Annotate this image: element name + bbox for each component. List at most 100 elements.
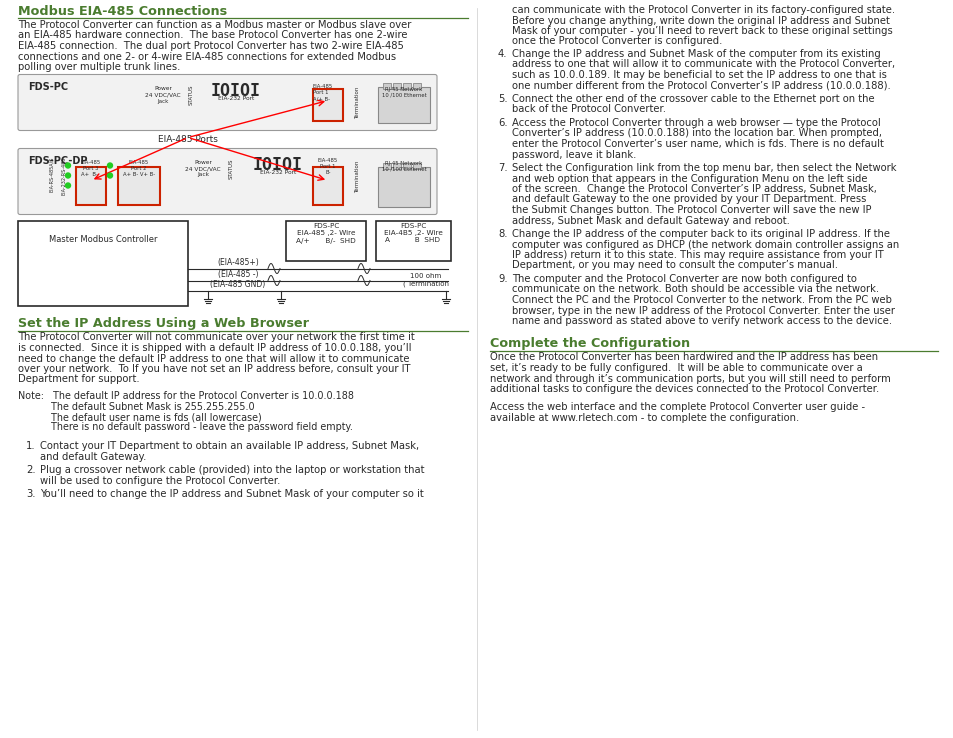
Text: EIA-232 Port: EIA-232 Port	[217, 95, 253, 100]
Text: The Protocol Converter will not communicate over your network the first time it: The Protocol Converter will not communic…	[18, 333, 415, 342]
Text: and default Gateway to the one provided by your IT Department. Press: and default Gateway to the one provided …	[512, 195, 865, 204]
Text: over your network.  To If you have not set an IP address before, consult your IT: over your network. To If you have not se…	[18, 364, 410, 374]
Text: Department for support.: Department for support.	[18, 374, 139, 384]
Text: Modbus EIA-485 Connections: Modbus EIA-485 Connections	[18, 5, 227, 18]
Text: back of the Protocol Converter.: back of the Protocol Converter.	[512, 105, 665, 114]
Text: additional tasks to configure the devices connected to the Protocol Converter.: additional tasks to configure the device…	[490, 384, 879, 394]
Text: Set the IP Address Using a Web Browser: Set the IP Address Using a Web Browser	[18, 317, 309, 331]
Text: Change the IP address of the computer back to its original IP address. If the: Change the IP address of the computer ba…	[512, 229, 889, 239]
Text: one number different from the Protocol Converter’s IP address (10.0.0.188).: one number different from the Protocol C…	[512, 80, 890, 91]
Text: 2.: 2.	[26, 465, 35, 475]
Text: FDS-PC-DP: FDS-PC-DP	[28, 156, 88, 167]
Circle shape	[66, 163, 71, 168]
Text: can communicate with the Protocol Converter in its factory-configured state.: can communicate with the Protocol Conver…	[512, 5, 894, 15]
Text: FDS-PC
EIA-4B5 ,2- Wire
A           B  SHD: FDS-PC EIA-4B5 ,2- Wire A B SHD	[383, 224, 442, 244]
Bar	[413, 83, 420, 89]
Text: Power
24 VDC/VAC
Jack: Power 24 VDC/VAC Jack	[185, 160, 220, 177]
Text: IOIOI: IOIOI	[211, 83, 261, 100]
Text: Connect the other end of the crossover cable to the Ethernet port on the: Connect the other end of the crossover c…	[512, 94, 874, 104]
Text: RJ-45 Network
10 /100 Ethernet: RJ-45 Network 10 /100 Ethernet	[381, 160, 426, 171]
Text: Connect the PC and the Protocol Converter to the network. From the PC web: Connect the PC and the Protocol Converte…	[512, 295, 891, 305]
Text: FDS-PC
EIA-485 ,2- Wire
A/+       B/-  SHD: FDS-PC EIA-485 ,2- Wire A/+ B/- SHD	[295, 224, 355, 244]
Text: EIA-485
Port 1
B-: EIA-485 Port 1 B-	[317, 159, 337, 175]
Text: EIA-232 Port: EIA-232 Port	[259, 170, 295, 174]
Text: STATUS: STATUS	[229, 159, 233, 179]
Text: EIA-485
Port 2
A+ B- V+ B-: EIA-485 Port 2 A+ B- V+ B-	[123, 160, 155, 177]
Text: (EIA-485+): (EIA-485+)	[217, 258, 258, 267]
Text: Note:   The default IP address for the Protocol Converter is 10.0.0.188: Note: The default IP address for the Pro…	[18, 391, 354, 401]
Text: address to one that will allow it to communicate with the Protocol Converter,: address to one that will allow it to com…	[512, 60, 894, 69]
Text: Termination: Termination	[355, 86, 360, 119]
Text: and default Gateway.: and default Gateway.	[40, 452, 146, 461]
Text: EIA-485 Ports: EIA-485 Ports	[158, 134, 217, 143]
Text: Mask of your computer - you’ll need to revert back to these original settings: Mask of your computer - you’ll need to r…	[512, 26, 892, 36]
Text: address, Subnet Mask and default Gateway and reboot.: address, Subnet Mask and default Gateway…	[512, 215, 789, 226]
Text: Change the IP address and Subnet Mask of the computer from its existing: Change the IP address and Subnet Mask of…	[512, 49, 880, 59]
Bar	[393, 83, 400, 89]
Bar	[382, 83, 391, 89]
Text: connections and one 2- or 4-wire EIA-485 connections for extended Modbus: connections and one 2- or 4-wire EIA-485…	[18, 52, 395, 61]
Bar	[375, 221, 451, 261]
Circle shape	[66, 183, 71, 188]
Text: set, it’s ready to be fully configured.  It will be able to communicate over a: set, it’s ready to be fully configured. …	[490, 363, 862, 373]
Text: Once the Protocol Converter has been hardwired and the IP address has been: Once the Protocol Converter has been har…	[490, 353, 877, 362]
Bar	[413, 162, 420, 168]
Bar	[377, 86, 430, 123]
Text: network and through it’s communication ports, but you will still need to perform: network and through it’s communication p…	[490, 373, 890, 384]
Text: The default Subnet Mask is 255.255.255.0: The default Subnet Mask is 255.255.255.0	[18, 401, 254, 412]
Bar	[402, 83, 411, 89]
Text: is connected.  Since it is shipped with a default IP address of 10.0.0.188, you’: is connected. Since it is shipped with a…	[18, 343, 411, 353]
Text: RJ-45 Network
10 /100 Ethernet: RJ-45 Network 10 /100 Ethernet	[381, 86, 426, 97]
Text: 4.: 4.	[497, 49, 507, 59]
Text: Plug a crossover network cable (provided) into the laptop or workstation that: Plug a crossover network cable (provided…	[40, 465, 424, 475]
Text: available at www.rletech.com - to complete the configuration.: available at www.rletech.com - to comple…	[490, 413, 799, 423]
Text: The computer and the Protocol Converter are now both configured to: The computer and the Protocol Converter …	[512, 274, 856, 284]
Text: and web option that appears in the Configuration Menu on the left side: and web option that appears in the Confi…	[512, 173, 866, 184]
Bar	[118, 167, 160, 204]
Text: computer was configured as DHCP (the network domain controller assigns an: computer was configured as DHCP (the net…	[512, 240, 899, 249]
Text: Before you change anything, write down the original IP address and Subnet: Before you change anything, write down t…	[512, 15, 889, 26]
Text: The Protocol Converter can function as a Modbus master or Modbus slave over: The Protocol Converter can function as a…	[18, 20, 411, 30]
Text: will be used to configure the Protocol Converter.: will be used to configure the Protocol C…	[40, 475, 280, 486]
Text: communicate on the network. Both should be accessible via the network.: communicate on the network. Both should …	[512, 285, 879, 294]
Bar	[377, 167, 430, 207]
Text: 100 ohm
( Termination: 100 ohm ( Termination	[402, 274, 449, 287]
Text: 6.: 6.	[497, 118, 507, 128]
Text: Contact your IT Department to obtain an available IP address, Subnet Mask,: Contact your IT Department to obtain an …	[40, 441, 418, 451]
Text: (EIA-485 -): (EIA-485 -)	[217, 271, 258, 280]
Text: The default user name is fds (all lowercase): The default user name is fds (all lowerc…	[18, 412, 261, 422]
Text: Complete the Configuration: Complete the Configuration	[490, 337, 689, 351]
Text: 8.: 8.	[497, 229, 507, 239]
Text: 5.: 5.	[497, 94, 507, 104]
Text: FDS-PC: FDS-PC	[28, 83, 68, 92]
Text: Power
24 VDC/VAC: Power 24 VDC/VAC	[145, 86, 181, 97]
Text: polling over multiple trunk lines.: polling over multiple trunk lines.	[18, 62, 180, 72]
Text: such as 10.0.0.189. It may be beneficial to set the IP address to one that is: such as 10.0.0.189. It may be beneficial…	[512, 70, 886, 80]
Text: Department, or you may need to consult the computer’s manual.: Department, or you may need to consult t…	[512, 261, 837, 271]
Circle shape	[108, 163, 112, 168]
Text: (EIA-485 GND): (EIA-485 GND)	[211, 280, 265, 289]
Text: need to change the default IP address to one that will allow it to communicate: need to change the default IP address to…	[18, 354, 409, 364]
Text: browser, type in the new IP address of the Protocol Converter. Enter the user: browser, type in the new IP address of t…	[512, 306, 894, 316]
Text: of the screen.  Change the Protocol Converter’s IP address, Subnet Mask,: of the screen. Change the Protocol Conve…	[512, 184, 876, 194]
Text: EIA-232-RS-485: EIA-232-RS-485	[61, 156, 67, 195]
Text: an EIA-485 hardware connection.  The base Protocol Converter has one 2-wire: an EIA-485 hardware connection. The base…	[18, 30, 407, 41]
Bar	[402, 162, 411, 168]
Circle shape	[108, 173, 112, 178]
Text: STATUS: STATUS	[189, 84, 193, 105]
Text: 1.: 1.	[26, 441, 35, 451]
Text: Master Modbus Controller: Master Modbus Controller	[49, 235, 157, 244]
Text: 9.: 9.	[497, 274, 507, 284]
FancyBboxPatch shape	[18, 148, 436, 215]
Text: IP address) return it to this state. This may require assistance from your IT: IP address) return it to this state. Thi…	[512, 250, 882, 260]
Text: 3.: 3.	[26, 489, 35, 499]
Bar	[286, 221, 366, 261]
Text: You’ll need to change the IP address and Subnet Mask of your computer so it: You’ll need to change the IP address and…	[40, 489, 423, 499]
Text: EIA-RS-485A/S: EIA-RS-485A/S	[50, 156, 54, 192]
Text: EIA-485 connection.  The dual port Protocol Converter has two 2-wire EIA-485: EIA-485 connection. The dual port Protoc…	[18, 41, 403, 51]
Bar	[313, 89, 343, 120]
Text: Select the Configuration link from the top menu bar, then select the Network: Select the Configuration link from the t…	[512, 163, 896, 173]
Text: Termination: Termination	[355, 160, 360, 193]
Text: Converter’s IP address (10.0.0.188) into the location bar. When prompted,: Converter’s IP address (10.0.0.188) into…	[512, 128, 882, 139]
Text: enter the Protocol Converter’s user name, which is fds. There is no default: enter the Protocol Converter’s user name…	[512, 139, 882, 149]
